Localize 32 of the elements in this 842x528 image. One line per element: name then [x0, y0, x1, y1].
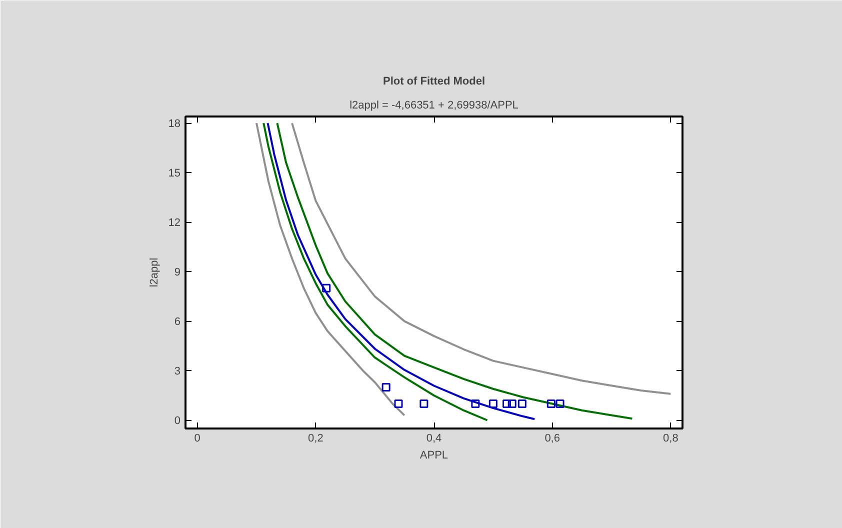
x-axis-title: APPL — [420, 450, 448, 462]
y-tick-label: 9 — [174, 266, 181, 279]
point — [502, 399, 512, 408]
line-series — [291, 122, 672, 395]
chart-subtitle: l2appl = -4,66351 + 2,69938/APPL — [350, 100, 518, 112]
line-series — [262, 122, 488, 422]
point — [488, 399, 498, 408]
point — [394, 399, 403, 408]
point — [322, 284, 331, 292]
y-axis-title: l2appl — [148, 258, 160, 288]
y-tick-label: 6 — [174, 316, 181, 328]
x-tick-label: 0 — [194, 432, 200, 444]
y-tick-label: 0 — [174, 415, 181, 428]
line-series — [276, 122, 634, 420]
point — [556, 399, 564, 408]
chart-title: Plot of Fitted Model — [382, 76, 486, 88]
y-tick-label: 3 — [174, 366, 181, 378]
y-tick-label: 18 — [168, 118, 181, 130]
point — [546, 399, 556, 408]
x-tick-label: 0,2 — [308, 432, 324, 444]
line-series — [266, 122, 536, 420]
point — [518, 399, 526, 408]
point — [382, 382, 390, 392]
point — [420, 399, 428, 408]
x-tick-label: 0,8 — [663, 432, 678, 444]
point — [508, 399, 516, 408]
y-tick-label: 12 — [168, 217, 181, 230]
x-tick-label: 0,4 — [426, 432, 442, 444]
x-tick-label: 0,6 — [544, 432, 560, 444]
point — [471, 399, 480, 408]
line-series — [256, 122, 406, 416]
y-tick-label: 15 — [168, 168, 181, 180]
